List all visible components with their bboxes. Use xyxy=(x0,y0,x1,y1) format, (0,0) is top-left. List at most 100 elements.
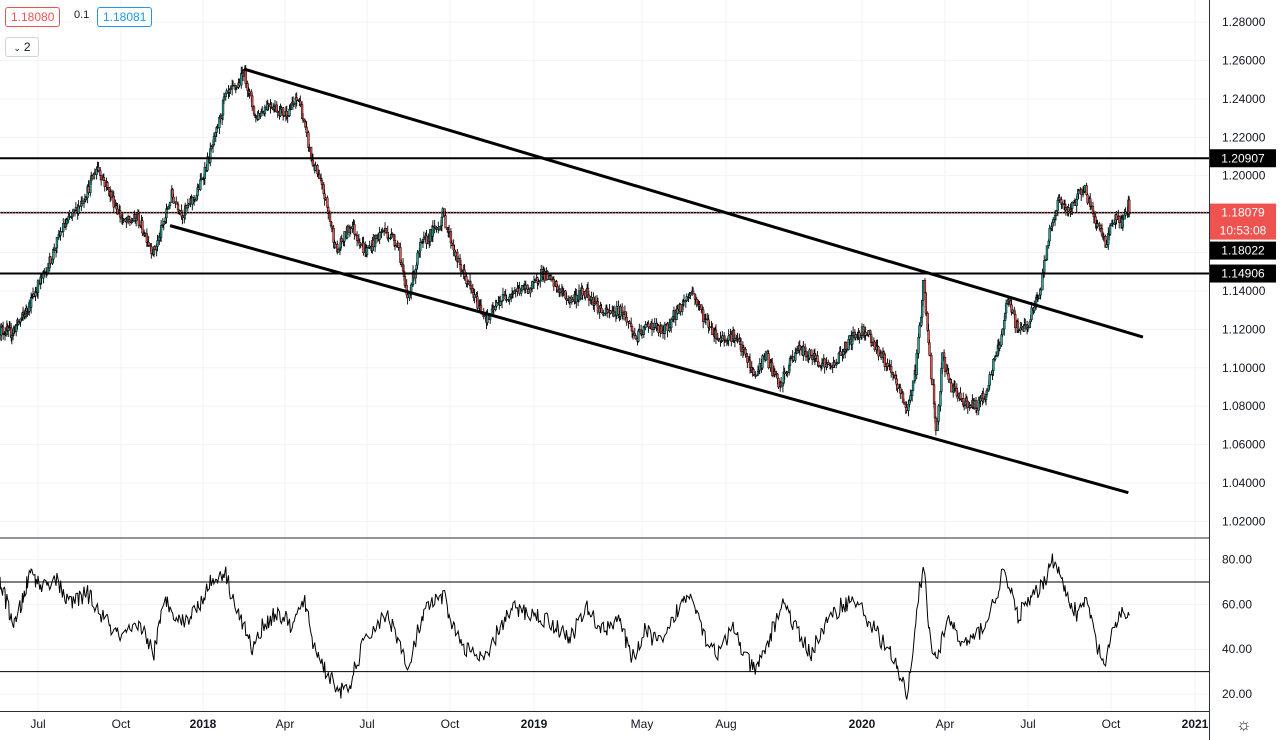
candle-body-741 xyxy=(917,336,920,354)
oscillator-axis[interactable]: 20.00 40.00 60.00 80.00 xyxy=(1222,553,1252,701)
candle-body-742 xyxy=(918,325,921,338)
horizontal-lines[interactable] xyxy=(0,157,1209,275)
candle-body-665 xyxy=(820,363,824,367)
candle-body-727 xyxy=(899,387,902,394)
trend-line-1[interactable] xyxy=(169,224,1129,495)
candle-body-582 xyxy=(717,337,720,340)
candle-body-305 xyxy=(365,247,369,256)
candle-515 xyxy=(631,330,635,340)
candle-102 xyxy=(109,189,113,201)
trend-lines[interactable] xyxy=(169,67,1144,495)
gear-icon[interactable]: ☼ xyxy=(1236,715,1252,734)
candle-body-139 xyxy=(156,240,159,247)
candle-770 xyxy=(953,381,957,392)
trend-line-0[interactable] xyxy=(243,67,1144,339)
candle-437 xyxy=(533,278,537,283)
candle-body-387 xyxy=(469,285,473,289)
candle-body-234 xyxy=(276,110,279,113)
time-tick-12: Oct xyxy=(1102,717,1121,731)
candle-392 xyxy=(476,291,479,310)
candle-body-751 xyxy=(930,355,933,380)
candle-body-450 xyxy=(549,275,553,280)
candle-body-702 xyxy=(867,330,870,336)
time-axis[interactable]: Jul Oct 2018 Apr Jul Oct 2019 May Aug 2020 Apr Jul O… xyxy=(30,717,1208,731)
candle-body-472 xyxy=(577,290,581,301)
bid-price[interactable]: 1.18080 xyxy=(5,7,61,27)
candle-580 xyxy=(714,324,718,345)
candle-body-325 xyxy=(391,233,394,236)
candle-body-467 xyxy=(571,298,574,302)
candle-177 xyxy=(203,162,206,185)
price-tick-1: 1.04000 xyxy=(1222,476,1266,490)
candlestick-series xyxy=(0,65,1131,436)
candle-body-779 xyxy=(965,397,969,402)
candle-body-360 xyxy=(435,227,438,229)
candle-body-67 xyxy=(65,219,69,225)
price-tick-3: 1.08000 xyxy=(1222,399,1266,413)
candle-body-872 xyxy=(1083,185,1086,192)
candle-body-362 xyxy=(438,226,441,230)
candle-body-882 xyxy=(1096,223,1099,227)
candle-body-732 xyxy=(905,407,908,411)
candle-345 xyxy=(416,250,419,269)
candle-body-595 xyxy=(733,338,737,341)
candle-104 xyxy=(112,191,115,213)
candle-body-897 xyxy=(1115,214,1118,221)
candle-body-777 xyxy=(963,404,966,407)
time-tick-1: Oct xyxy=(112,717,131,731)
candle-417 xyxy=(508,293,511,305)
candle-body-129 xyxy=(143,233,147,236)
candle-body-2 xyxy=(0,326,3,336)
candle-body-167 xyxy=(191,197,194,205)
candle-269 xyxy=(320,177,324,190)
candle-body-535 xyxy=(657,325,660,333)
collapse-indicators-button[interactable]: ⌄ 2 xyxy=(5,37,39,57)
price-tick-0: 1.02000 xyxy=(1222,514,1266,528)
hline-label-bg-0 xyxy=(1210,149,1276,168)
candle-body-527 xyxy=(647,323,650,328)
candle-152 xyxy=(172,193,175,204)
candle-670 xyxy=(827,359,830,366)
candle-body-750 xyxy=(928,342,931,356)
candle-139 xyxy=(156,234,159,252)
candle-612 xyxy=(755,374,758,377)
ask-price[interactable]: 1.18081 xyxy=(97,7,153,27)
candle-body-835 xyxy=(1036,298,1040,300)
candle-body-597 xyxy=(736,337,739,340)
candle-827 xyxy=(1026,324,1030,333)
candle-body-700 xyxy=(864,332,867,336)
candle-body-627 xyxy=(773,371,777,375)
candle-body-550 xyxy=(676,308,679,314)
candle-body-497 xyxy=(609,310,612,314)
candle-body-625 xyxy=(771,362,774,376)
candle-282 xyxy=(337,247,340,253)
candle-body-840 xyxy=(1043,260,1046,273)
candle-367 xyxy=(444,210,447,229)
candle-body-640 xyxy=(789,357,793,360)
candle-717 xyxy=(886,358,889,371)
candle-body-867 xyxy=(1077,190,1080,195)
candle-736 xyxy=(911,389,914,402)
candle-body-249 xyxy=(295,97,298,101)
candle-620 xyxy=(764,350,768,361)
time-tick-9: 2020 xyxy=(849,717,876,731)
candle-700 xyxy=(864,326,867,341)
candle-body-252 xyxy=(299,100,302,105)
candle-247 xyxy=(292,103,296,108)
candle-body-327 xyxy=(393,240,397,246)
candle-body-545 xyxy=(670,319,673,329)
candle-body-274 xyxy=(327,207,330,214)
candle-body-570 xyxy=(702,309,705,322)
candle-body-217 xyxy=(254,115,257,117)
candle-body-695 xyxy=(858,332,861,338)
candle-707 xyxy=(873,340,876,352)
osc-tick-1: 40.00 xyxy=(1222,642,1252,656)
candle-844 xyxy=(1048,224,1051,244)
candle-body-629 xyxy=(776,373,779,379)
candle-body-172 xyxy=(197,187,200,190)
oscillator-grid xyxy=(0,559,1209,695)
candle-body-19 xyxy=(15,325,18,333)
candle-body-685 xyxy=(845,349,849,351)
candle-body-874 xyxy=(1086,194,1089,204)
